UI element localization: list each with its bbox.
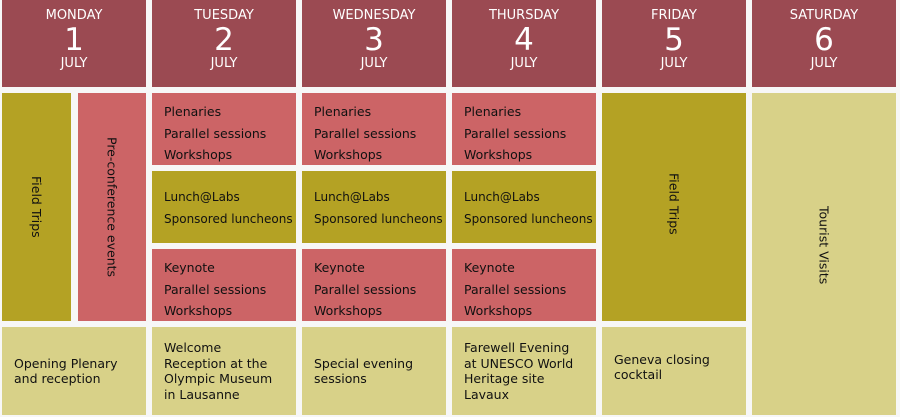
- lunch-item: Sponsored luncheons: [164, 211, 293, 226]
- session-item: Workshops: [314, 147, 383, 162]
- day-date: 2: [214, 22, 234, 58]
- tourist-visits-label: Tourist Visits: [816, 206, 832, 285]
- day-date: 4: [514, 22, 534, 58]
- day-header-thursday: THURSDAY 4 JULY: [452, 0, 596, 87]
- session-item: Parallel sessions: [314, 281, 417, 297]
- session-item: Parallel sessions: [164, 281, 267, 297]
- session-item: Parallel sessions: [464, 281, 567, 297]
- lunch-item: Lunch@Labs: [314, 190, 390, 204]
- day-header-friday: FRIDAY 5 JULY: [602, 0, 746, 87]
- day-date: 6: [814, 22, 834, 58]
- day-month: JULY: [60, 56, 88, 71]
- friday-field-trips: Field Trips: [602, 93, 746, 321]
- evening-label: Farewell Evening at UNESCO World Heritag…: [464, 340, 574, 402]
- tuesday-afternoon: Keynote Parallel sessions Workshops: [152, 249, 296, 321]
- session-item: Workshops: [464, 303, 533, 318]
- day-date: 1: [64, 22, 84, 58]
- session-item: Parallel sessions: [314, 125, 417, 141]
- day-date: 5: [664, 22, 684, 58]
- day-month: JULY: [660, 56, 688, 71]
- evening-label: Opening Plenary and reception: [14, 355, 118, 387]
- field-trips-label: Field Trips: [29, 176, 44, 238]
- day-header-monday: MONDAY 1 JULY: [2, 0, 146, 87]
- day-date: 3: [364, 22, 384, 58]
- day-header-tuesday: TUESDAY 2 JULY: [152, 0, 296, 87]
- session-item: Keynote: [164, 260, 215, 275]
- tuesday-lunch: Lunch@Labs Sponsored luncheons: [152, 171, 296, 243]
- day-name: FRIDAY: [651, 8, 697, 23]
- monday-pre-conference: Pre-conference events: [78, 93, 146, 321]
- lunch-item: Sponsored luncheons: [314, 211, 443, 226]
- wednesday-morning: Plenaries Parallel sessions Workshops: [302, 93, 446, 165]
- session-item: Workshops: [164, 147, 233, 162]
- lunch-item: Sponsored luncheons: [464, 211, 593, 226]
- evening-label: Special evening sessions: [314, 355, 414, 387]
- session-item: Parallel sessions: [464, 125, 567, 141]
- session-item: Plenaries: [314, 104, 372, 119]
- day-name: MONDAY: [45, 8, 103, 23]
- day-header-saturday: SATURDAY 6 JULY: [752, 0, 896, 87]
- tuesday-morning: Plenaries Parallel sessions Workshops: [152, 93, 296, 165]
- field-trips-label: Field Trips: [666, 173, 682, 235]
- session-item: Plenaries: [164, 104, 222, 119]
- session-item: Keynote: [314, 260, 365, 275]
- thursday-morning: Plenaries Parallel sessions Workshops: [452, 93, 596, 165]
- wednesday-afternoon: Keynote Parallel sessions Workshops: [302, 249, 446, 321]
- evening-label: Welcome Reception at the Olympic Museum …: [164, 340, 273, 402]
- session-item: Keynote: [464, 260, 515, 275]
- tuesday-evening: Welcome Reception at the Olympic Museum …: [152, 327, 296, 415]
- session-item: Plenaries: [464, 104, 522, 119]
- thursday-lunch: Lunch@Labs Sponsored luncheons: [452, 171, 596, 243]
- saturday-tourist-visits: Tourist Visits: [752, 93, 896, 415]
- day-month: JULY: [210, 56, 238, 71]
- lunch-item: Lunch@Labs: [164, 190, 240, 204]
- day-name: SATURDAY: [789, 8, 859, 23]
- day-month: JULY: [810, 56, 838, 71]
- thursday-afternoon: Keynote Parallel sessions Workshops: [452, 249, 596, 321]
- lunch-item: Lunch@Labs: [464, 190, 540, 204]
- session-item: Workshops: [164, 303, 233, 318]
- session-item: Parallel sessions: [164, 125, 267, 141]
- wednesday-lunch: Lunch@Labs Sponsored luncheons: [302, 171, 446, 243]
- pre-conference-label: Pre-conference events: [104, 136, 120, 278]
- thursday-evening: Farewell Evening at UNESCO World Heritag…: [452, 327, 596, 415]
- day-header-wednesday: WEDNESDAY 3 JULY: [302, 0, 446, 87]
- day-name: THURSDAY: [488, 8, 560, 23]
- day-month: JULY: [510, 56, 538, 71]
- wednesday-evening: Special evening sessions: [302, 327, 446, 415]
- session-item: Workshops: [314, 303, 383, 318]
- friday-evening: Geneva closing cocktail: [602, 327, 746, 415]
- evening-label: Geneva closing cocktail: [614, 351, 710, 383]
- day-name: WEDNESDAY: [332, 8, 416, 23]
- day-name: TUESDAY: [194, 8, 254, 23]
- monday-evening: Opening Plenary and reception: [2, 327, 146, 415]
- session-item: Workshops: [464, 147, 533, 162]
- monday-field-trips: Field Trips: [2, 93, 71, 321]
- day-month: JULY: [360, 56, 388, 71]
